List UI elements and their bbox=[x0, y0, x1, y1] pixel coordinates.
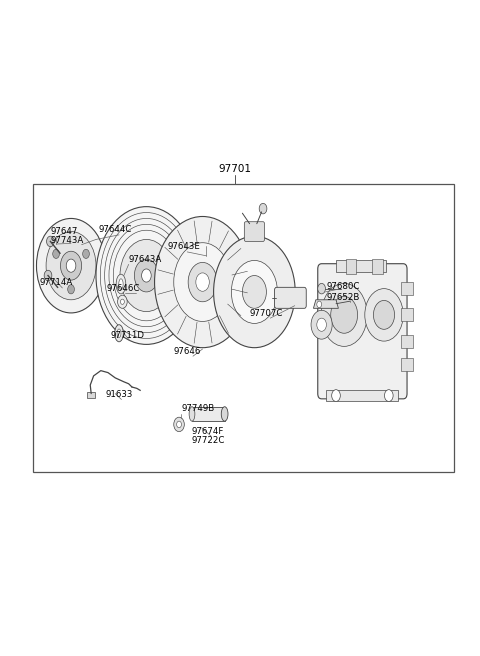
Circle shape bbox=[177, 421, 181, 428]
Circle shape bbox=[317, 301, 322, 308]
Circle shape bbox=[120, 299, 124, 304]
Circle shape bbox=[134, 259, 158, 292]
Ellipse shape bbox=[116, 274, 126, 294]
FancyBboxPatch shape bbox=[275, 287, 306, 308]
Circle shape bbox=[174, 243, 231, 321]
Bar bbox=[401, 335, 413, 348]
Circle shape bbox=[331, 297, 358, 333]
Text: 97647: 97647 bbox=[50, 227, 78, 236]
Circle shape bbox=[53, 249, 60, 258]
Circle shape bbox=[142, 269, 151, 282]
Bar bbox=[326, 390, 398, 401]
Polygon shape bbox=[313, 300, 338, 308]
Circle shape bbox=[259, 203, 267, 214]
Text: 97643E: 97643E bbox=[167, 242, 200, 251]
Text: 97743A: 97743A bbox=[50, 236, 84, 245]
Text: 97749B: 97749B bbox=[181, 404, 215, 413]
Bar bbox=[372, 259, 383, 274]
Ellipse shape bbox=[189, 407, 195, 421]
Circle shape bbox=[68, 285, 74, 294]
Text: 97644C: 97644C bbox=[98, 225, 132, 234]
Ellipse shape bbox=[117, 329, 121, 337]
Circle shape bbox=[36, 218, 106, 313]
Ellipse shape bbox=[221, 407, 228, 421]
Bar bbox=[192, 407, 225, 421]
Text: 97652B: 97652B bbox=[326, 293, 360, 302]
Circle shape bbox=[321, 283, 367, 346]
Circle shape bbox=[47, 236, 54, 247]
Bar bbox=[346, 259, 356, 274]
Text: 91633: 91633 bbox=[106, 390, 133, 399]
Circle shape bbox=[384, 390, 393, 401]
Text: 97643A: 97643A bbox=[129, 255, 162, 264]
Bar bbox=[401, 358, 413, 371]
Circle shape bbox=[311, 310, 332, 339]
Circle shape bbox=[96, 207, 197, 344]
Circle shape bbox=[242, 276, 266, 308]
Text: 97646C: 97646C bbox=[107, 283, 140, 293]
Circle shape bbox=[317, 318, 326, 331]
Circle shape bbox=[155, 216, 251, 348]
Text: 97722C: 97722C bbox=[192, 436, 226, 445]
Text: 97674F: 97674F bbox=[192, 426, 224, 436]
Circle shape bbox=[231, 260, 277, 323]
Text: 97707C: 97707C bbox=[250, 308, 283, 318]
Text: 97714A: 97714A bbox=[39, 278, 72, 287]
Bar bbox=[33, 184, 454, 472]
Circle shape bbox=[188, 262, 217, 302]
Bar bbox=[401, 282, 413, 295]
Circle shape bbox=[44, 270, 52, 281]
Text: 97701: 97701 bbox=[219, 164, 252, 174]
Circle shape bbox=[118, 295, 127, 308]
Circle shape bbox=[46, 232, 96, 300]
Circle shape bbox=[214, 236, 295, 348]
Ellipse shape bbox=[115, 325, 123, 342]
Circle shape bbox=[332, 390, 340, 401]
Circle shape bbox=[83, 249, 89, 258]
Circle shape bbox=[373, 300, 395, 329]
Circle shape bbox=[365, 289, 403, 341]
Circle shape bbox=[120, 239, 173, 312]
FancyBboxPatch shape bbox=[244, 222, 264, 241]
Text: 97646: 97646 bbox=[174, 346, 201, 356]
Circle shape bbox=[318, 283, 325, 294]
Ellipse shape bbox=[119, 279, 123, 289]
Bar bbox=[87, 392, 95, 398]
Bar bbox=[401, 308, 413, 321]
FancyBboxPatch shape bbox=[318, 264, 407, 399]
Circle shape bbox=[174, 417, 184, 432]
Text: 97711D: 97711D bbox=[110, 331, 144, 340]
Circle shape bbox=[66, 259, 76, 272]
Circle shape bbox=[196, 273, 209, 291]
Bar bbox=[336, 260, 386, 272]
Circle shape bbox=[60, 251, 82, 280]
Text: 97680C: 97680C bbox=[326, 282, 360, 291]
